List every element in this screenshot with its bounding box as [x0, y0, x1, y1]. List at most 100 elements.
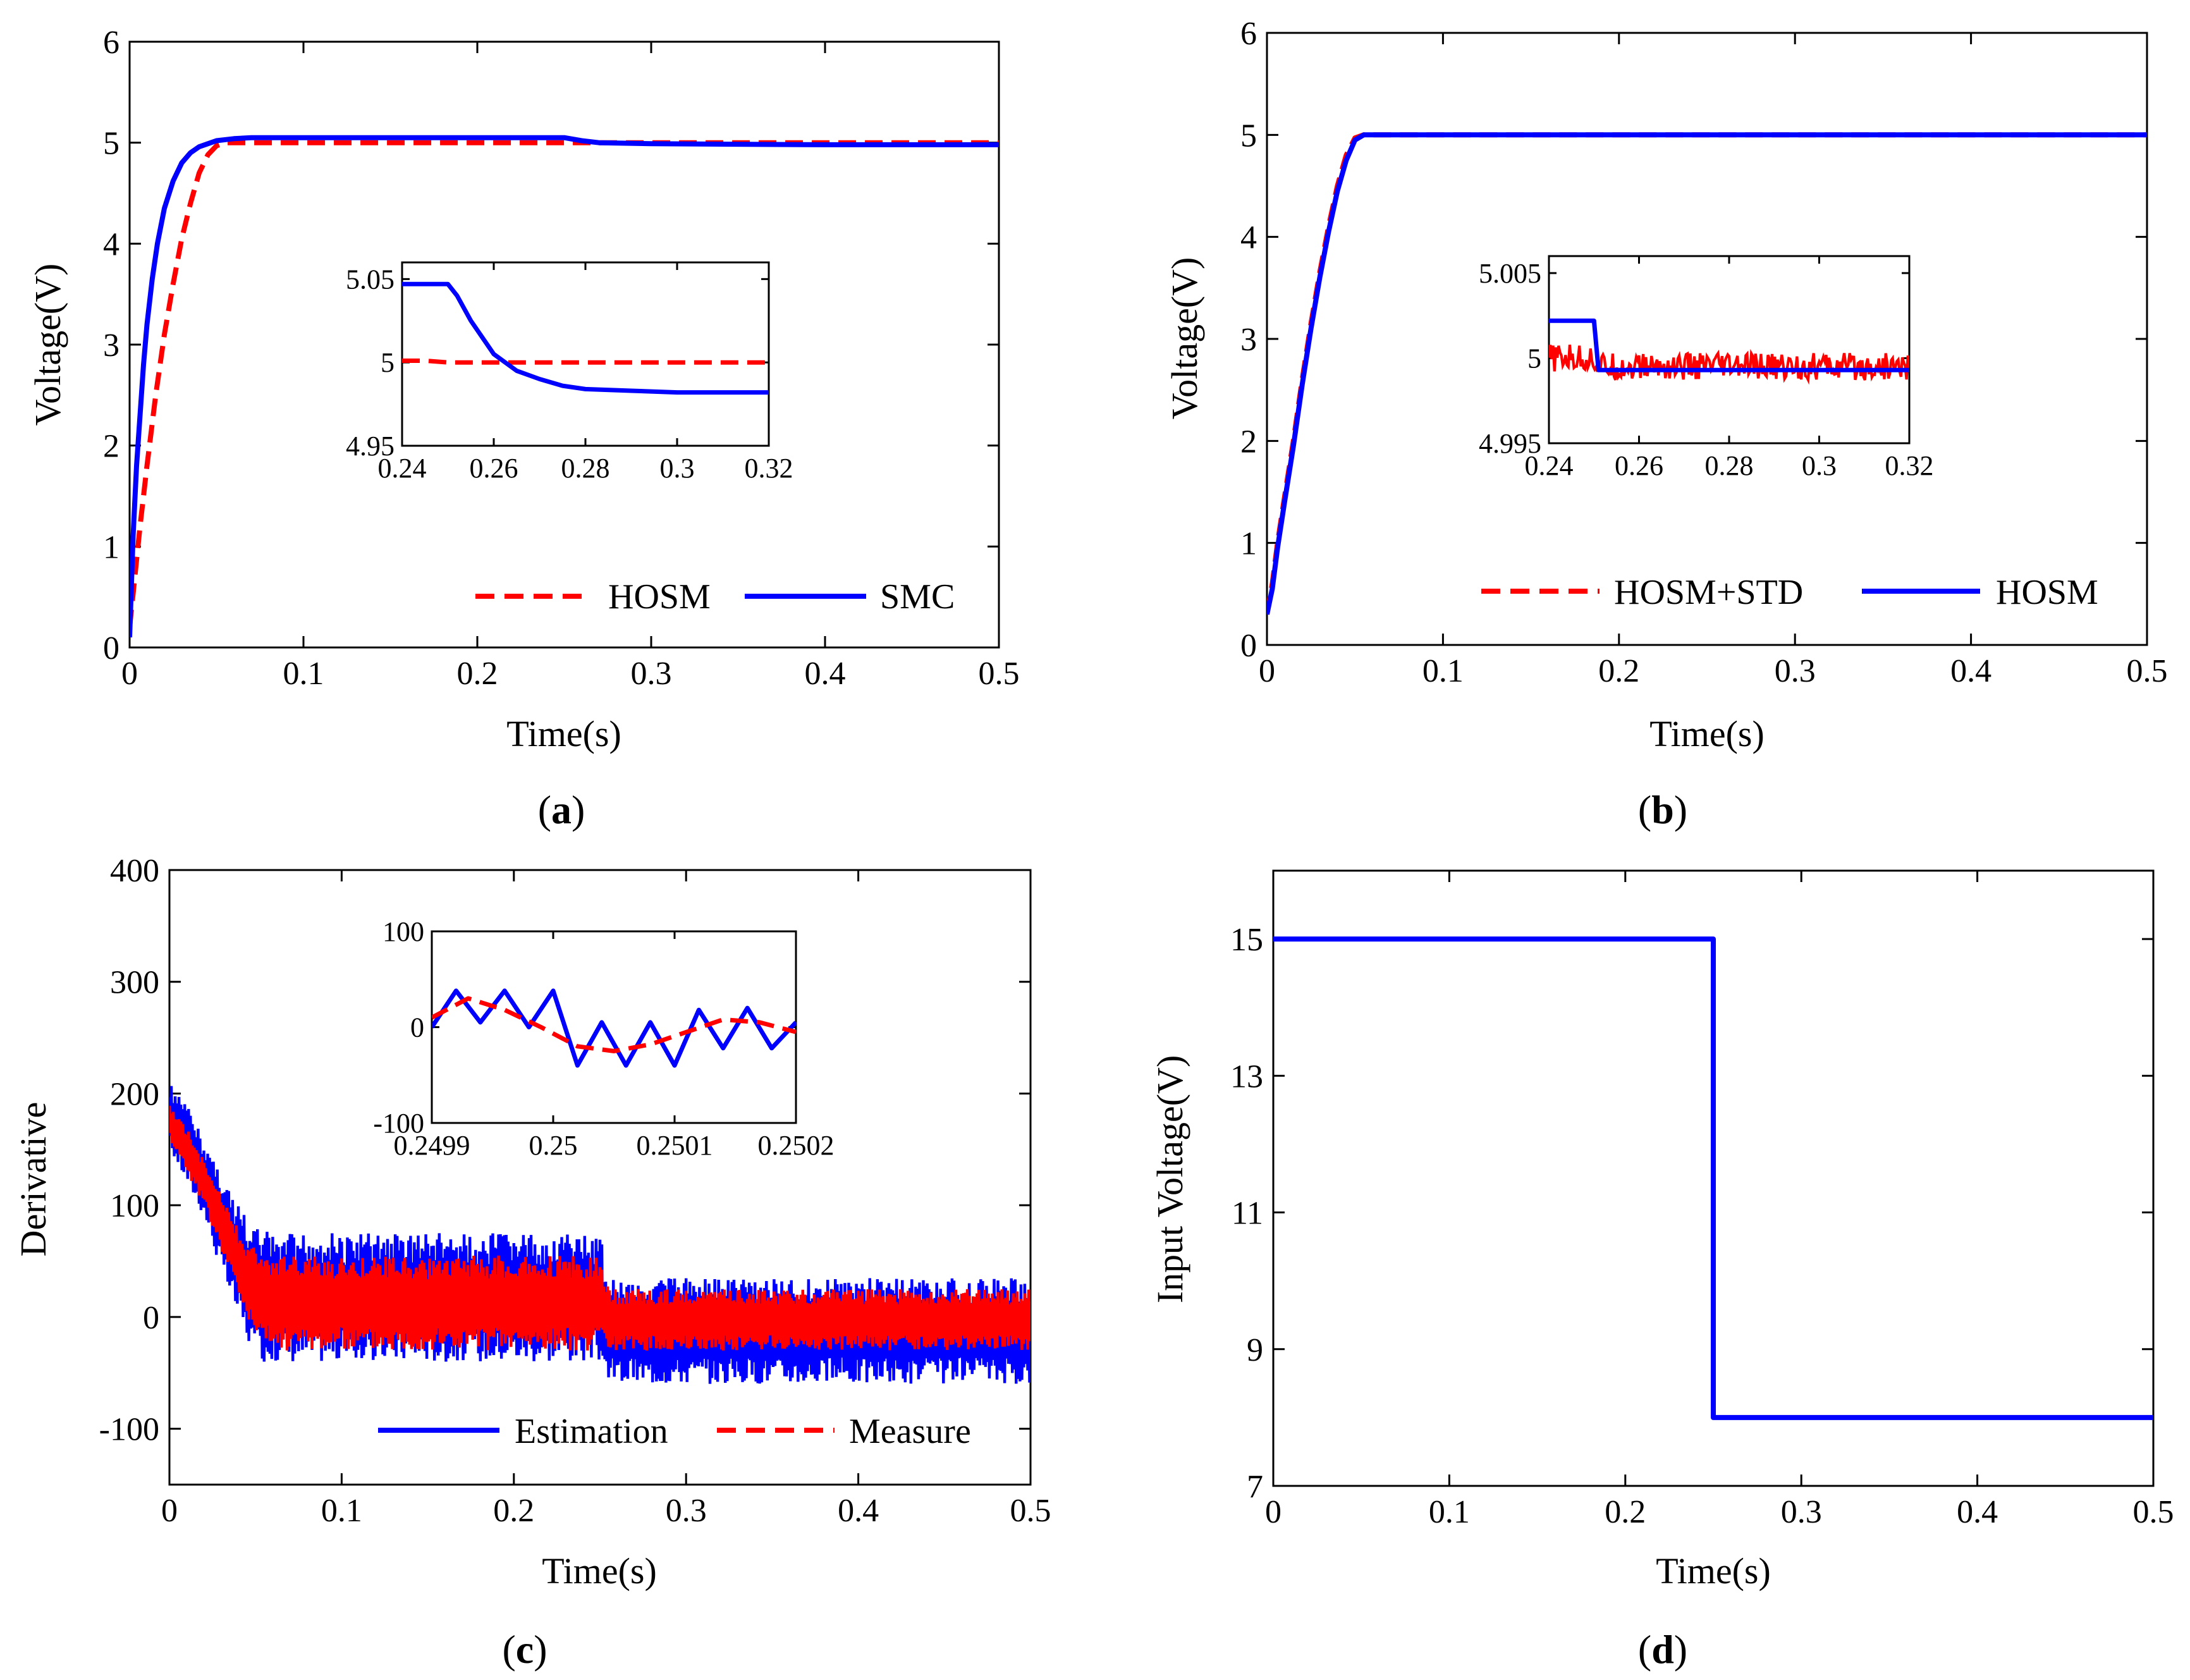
- legend-label-estimation: Estimation: [515, 1412, 668, 1451]
- x-tick-label: 0.3: [660, 453, 695, 484]
- y-tick-label: -100: [99, 1412, 159, 1448]
- caption-b: (b): [1638, 787, 1687, 832]
- x-tick-label: 0.4: [805, 656, 846, 692]
- y-tick-label: 2: [103, 429, 119, 465]
- inset-c-series-measure: [432, 996, 796, 1053]
- x-tick-label: 0.5: [2127, 653, 2168, 689]
- x-tick-label: 0: [1259, 653, 1275, 689]
- caption-a: (a): [538, 787, 585, 832]
- y-tick-label: 300: [110, 965, 159, 1001]
- x-tick-label: 0.1: [1429, 1494, 1470, 1530]
- series-group-b: [1267, 132, 2147, 615]
- inset-a-series-hosm: [402, 359, 769, 365]
- ticks-b: 0 0.1 0.2 0.3 0.4 0.5 0 1 2 3 4 5 6: [1240, 16, 2168, 689]
- x-tick-label: 0.4: [838, 1493, 879, 1529]
- x-axis-label-a: Time(s): [506, 713, 621, 754]
- legend-label-hosm-b: HOSM: [1996, 573, 2098, 612]
- ticks-a: 0 0.1 0.2 0.3 0.4 0.5 0 1 2 3 4 5 6: [103, 25, 1020, 692]
- x-tick-label: 0.1: [283, 656, 324, 692]
- y-tick-label: 6: [1240, 16, 1257, 52]
- y-tick-label: 1: [1240, 526, 1257, 562]
- series-group-a: [130, 135, 999, 638]
- y-tick-label: 200: [110, 1076, 159, 1112]
- x-tick-label: 0.2: [457, 656, 498, 692]
- x-tick-label: 0.3: [1781, 1494, 1822, 1530]
- x-tick-label: 0: [121, 656, 138, 692]
- y-tick-label: 13: [1230, 1058, 1263, 1094]
- y-axis-label-a: Voltage(V): [27, 264, 68, 426]
- main-b-series-hosm: [1267, 132, 2147, 615]
- y-tick-label: 4: [103, 226, 119, 262]
- x-tick-label: 0.5: [2133, 1494, 2174, 1530]
- y-tick-label: 5: [103, 126, 119, 162]
- main-a-series-smc: [130, 135, 999, 638]
- x-tick-label: 0.3: [1775, 653, 1816, 689]
- series-group-d: [1273, 936, 2153, 1420]
- y-tick-label: 4.995: [1479, 428, 1541, 459]
- y-tick-label: 400: [110, 853, 159, 889]
- x-tick-label: 0.26: [1615, 450, 1663, 481]
- inset-a-series-smc: [402, 281, 769, 395]
- x-tick-label: 0.32: [1885, 450, 1934, 481]
- ticks-c: 0 0.1 0.2 0.3 0.4 0.5 -100 0 100 200 300 400: [99, 853, 1051, 1529]
- inset-ticks-a: 0.24 0.26 0.28 0.3 0.32 4.95 5 5.05: [346, 262, 793, 484]
- x-tick-label: 0.25: [529, 1130, 578, 1161]
- x-tick-label: 0.24: [1525, 450, 1574, 481]
- y-tick-label: 15: [1230, 922, 1263, 958]
- y-tick-label: 5: [381, 347, 395, 378]
- x-tick-label: 0.3: [1802, 450, 1837, 481]
- x-axis-label-d: Time(s): [1656, 1550, 1771, 1591]
- inset-series-group-a: [402, 281, 769, 395]
- panel-d: 0 0.1 0.2 0.3 0.4 0.5 7 9 11 13 15 Time(s) Input V…: [1149, 869, 2174, 1672]
- x-tick-label: 0.32: [745, 453, 793, 484]
- legend-c: Estimation Measure: [378, 1412, 971, 1451]
- x-tick-label: 0.28: [561, 453, 610, 484]
- main-a-series-hosm: [130, 140, 999, 628]
- main-c-series-estimation: [169, 1086, 1031, 1384]
- y-tick-label: 5: [1527, 343, 1541, 374]
- legend-label-measure: Measure: [849, 1412, 971, 1451]
- y-axis-label-c: Derivative: [13, 1102, 54, 1257]
- x-tick-label: 0.28: [1705, 450, 1754, 481]
- inset-series-group-b: [1549, 318, 1909, 385]
- y-axis-label-b: Voltage(V): [1164, 257, 1205, 420]
- y-tick-label: 5.05: [346, 264, 395, 295]
- main-c-series-measure: [169, 1105, 1031, 1351]
- x-tick-label: 0: [161, 1493, 178, 1529]
- x-tick-label: 0.2502: [758, 1130, 835, 1161]
- inset-b-series-hosm-std: [1549, 345, 1909, 385]
- y-tick-label: 0: [143, 1300, 159, 1336]
- x-tick-label: 0.3: [666, 1493, 707, 1529]
- y-tick-label: 11: [1232, 1196, 1263, 1232]
- inset-ticks-c: 0.2499 0.25 0.2501 0.2502 -100 0 100: [373, 916, 834, 1161]
- caption-d: (d): [1638, 1627, 1687, 1672]
- y-axis-label-d: Input Voltage(V): [1149, 1055, 1190, 1304]
- y-tick-label: 3: [103, 328, 119, 364]
- y-tick-label: 3: [1240, 322, 1257, 358]
- x-tick-label: 0.4: [1950, 653, 1991, 689]
- x-tick-label: 0.2501: [637, 1130, 713, 1161]
- y-tick-label: 100: [110, 1188, 159, 1224]
- x-tick-label: 0.5: [979, 656, 1020, 692]
- main-d-series-input: [1273, 936, 2153, 1420]
- legend-a: HOSM SMC: [475, 577, 955, 616]
- y-tick-label: 0: [103, 630, 119, 666]
- y-tick-label: 2: [1240, 424, 1257, 460]
- y-tick-label: 1: [103, 529, 119, 565]
- series-group-c: [169, 1086, 1031, 1384]
- x-tick-label: 0.2499: [394, 1130, 470, 1161]
- y-tick-label: 0: [1240, 628, 1257, 664]
- inset-ticks-b: 0.24 0.26 0.28 0.3 0.32 4.995 5 5.005: [1479, 256, 1934, 481]
- y-tick-label: 4.95: [346, 431, 395, 462]
- inset-frame-b: [1548, 255, 1911, 445]
- y-tick-label: 4: [1240, 220, 1257, 256]
- inset-series-group-c: [432, 988, 796, 1068]
- x-tick-label: 0.2: [1605, 1494, 1646, 1530]
- y-tick-label: 0: [410, 1012, 424, 1043]
- y-tick-label: 6: [103, 25, 119, 61]
- x-axis-label-c: Time(s): [542, 1550, 657, 1591]
- x-tick-label: 0.5: [1010, 1493, 1051, 1529]
